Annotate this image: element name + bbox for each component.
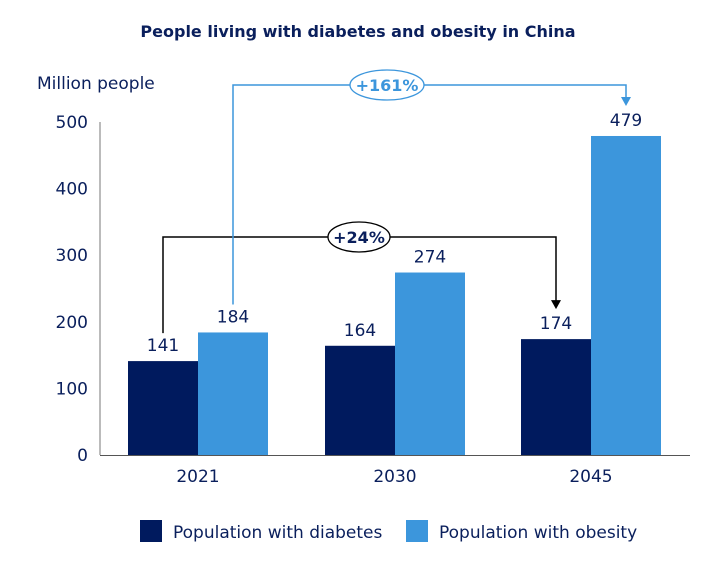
annotation-ellipse: [349, 69, 425, 101]
legend-swatch: [140, 520, 162, 542]
legend-label: Population with diabetes: [173, 523, 382, 543]
data-label: 164: [344, 321, 376, 341]
annotation-ellipse: [327, 221, 391, 253]
bar-diabetes-2045: [521, 339, 591, 455]
y-tick-label: 200: [56, 313, 88, 333]
bar-obesity-2021: [198, 332, 268, 455]
y-axis-label: Million people: [37, 74, 155, 94]
annotation-label: +161%: [356, 76, 419, 95]
bar-diabetes-2030: [325, 345, 395, 455]
data-label: 141: [147, 336, 179, 356]
bar-obesity-2045: [591, 135, 661, 455]
legend-swatch: [406, 520, 428, 542]
y-tick-label: 500: [56, 113, 88, 133]
data-label: 174: [540, 314, 572, 334]
x-tick-label: 2045: [569, 467, 612, 487]
annotation-label: +24%: [333, 228, 385, 247]
y-tick-label: 100: [56, 379, 88, 399]
annotation-bracket: [232, 84, 627, 305]
y-tick-label: 400: [56, 180, 88, 200]
chart-title: People living with diabetes and obesity …: [140, 22, 575, 41]
legend-label: Population with obesity: [439, 523, 637, 543]
data-label: 274: [414, 248, 446, 268]
y-tick-label: 0: [77, 446, 88, 466]
data-label: 184: [217, 307, 249, 327]
arrow-down-icon: [621, 96, 631, 106]
bar-obesity-2030: [395, 272, 465, 455]
x-tick-label: 2021: [176, 467, 219, 487]
bar-diabetes-2021: [128, 361, 198, 455]
arrow-down-icon: [551, 300, 561, 310]
data-label: 479: [610, 111, 642, 131]
x-tick-label: 2030: [373, 467, 416, 487]
y-tick-label: 300: [56, 246, 88, 266]
